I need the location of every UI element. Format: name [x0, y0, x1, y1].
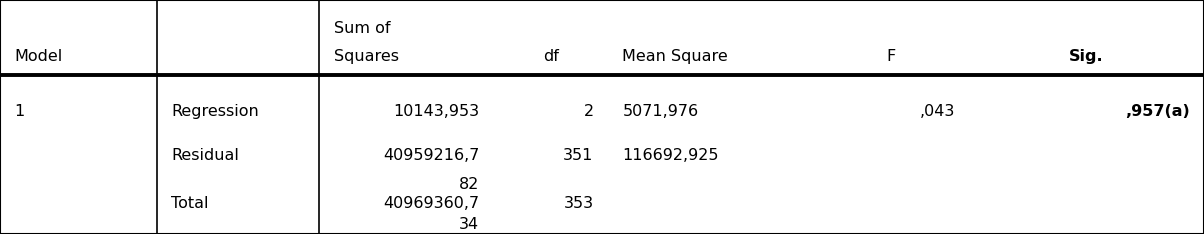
Text: Residual: Residual: [171, 148, 238, 163]
Text: Sum of: Sum of: [334, 21, 390, 36]
Text: 116692,925: 116692,925: [622, 148, 719, 163]
Text: 40969360,7: 40969360,7: [383, 196, 479, 211]
Text: Mean Square: Mean Square: [622, 49, 728, 64]
Text: 40959216,7: 40959216,7: [383, 148, 479, 163]
Text: Squares: Squares: [334, 49, 399, 64]
Text: 351: 351: [563, 148, 594, 163]
Text: ,957(a): ,957(a): [1125, 104, 1190, 119]
Text: 1: 1: [14, 104, 25, 119]
Text: 353: 353: [563, 196, 594, 211]
Text: Model: Model: [14, 49, 63, 64]
Text: 34: 34: [459, 217, 479, 232]
Text: ,043: ,043: [920, 104, 955, 119]
Text: 10143,953: 10143,953: [393, 104, 479, 119]
Text: 2: 2: [584, 104, 594, 119]
Text: Total: Total: [171, 196, 208, 211]
Text: 5071,976: 5071,976: [622, 104, 698, 119]
Text: F: F: [886, 49, 896, 64]
Text: Sig.: Sig.: [1069, 49, 1104, 64]
Text: Regression: Regression: [171, 104, 259, 119]
Text: 82: 82: [459, 177, 479, 192]
Text: df: df: [543, 49, 559, 64]
